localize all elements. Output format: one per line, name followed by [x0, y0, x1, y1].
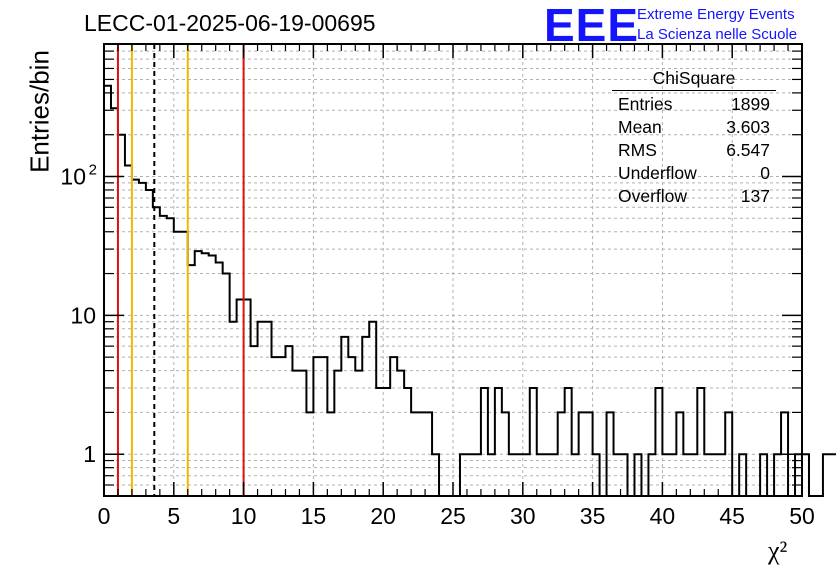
- stats-label: Overflow: [618, 186, 688, 206]
- stats-value: 3.603: [726, 117, 770, 137]
- x-tick-label: 45: [719, 503, 745, 529]
- x-axis-label: χ²: [768, 536, 788, 565]
- y-tick-label: 1: [83, 441, 96, 467]
- stats-label: Underflow: [618, 163, 697, 183]
- stats-label: RMS: [618, 140, 657, 160]
- stats-row-underflow: Underflow 0: [612, 162, 780, 185]
- stats-value: 6.547: [726, 140, 770, 160]
- stats-label: Entries: [618, 94, 673, 114]
- x-tick-label: 5: [167, 503, 180, 529]
- x-tick-label: 25: [440, 503, 466, 529]
- x-tick-label: 10: [231, 503, 257, 529]
- y-axis-label: Entries/bin: [24, 50, 55, 173]
- run-title: LECC-01-2025-06-19-00695: [84, 10, 376, 36]
- x-tick-label: 50: [789, 503, 815, 529]
- logo-line-extreme-energy-events: Extreme Energy Events: [637, 6, 795, 23]
- stats-value: 0: [760, 163, 770, 183]
- histogram-layer: [104, 84, 836, 497]
- stats-row-overflow: Overflow 137: [612, 185, 780, 208]
- y-tick-label: 10: [70, 302, 96, 328]
- stats-value: 1899: [731, 94, 770, 114]
- logo-line-la-scienza: La Scienza nelle Scuole: [637, 26, 798, 43]
- stats-label: Mean: [618, 117, 662, 137]
- grid-layer: [104, 43, 802, 497]
- marker-lines-layer: [116, 44, 245, 496]
- y-tick-label: 10: [60, 163, 86, 189]
- eee-logo-mark: EEE: [544, 0, 640, 51]
- x-tick-label: 0: [98, 503, 111, 529]
- y-tick-exponent: 2: [89, 161, 97, 178]
- stats-value: 137: [740, 186, 770, 206]
- stats-row-mean: Mean 3.603: [612, 116, 780, 139]
- x-tick-label: 15: [301, 503, 327, 529]
- x-tick-label: 30: [510, 503, 536, 529]
- histogram-outline: [104, 84, 836, 497]
- stats-title: ChiSquare: [612, 68, 776, 91]
- x-tick-label: 20: [370, 503, 396, 529]
- stats-box: ChiSquare Entries 1899 Mean 3.603 RMS 6.…: [612, 68, 780, 208]
- stats-row-rms: RMS 6.547: [612, 139, 780, 162]
- stats-row-entries: Entries 1899: [612, 93, 780, 116]
- x-tick-label: 40: [650, 503, 676, 529]
- x-tick-label: 35: [580, 503, 606, 529]
